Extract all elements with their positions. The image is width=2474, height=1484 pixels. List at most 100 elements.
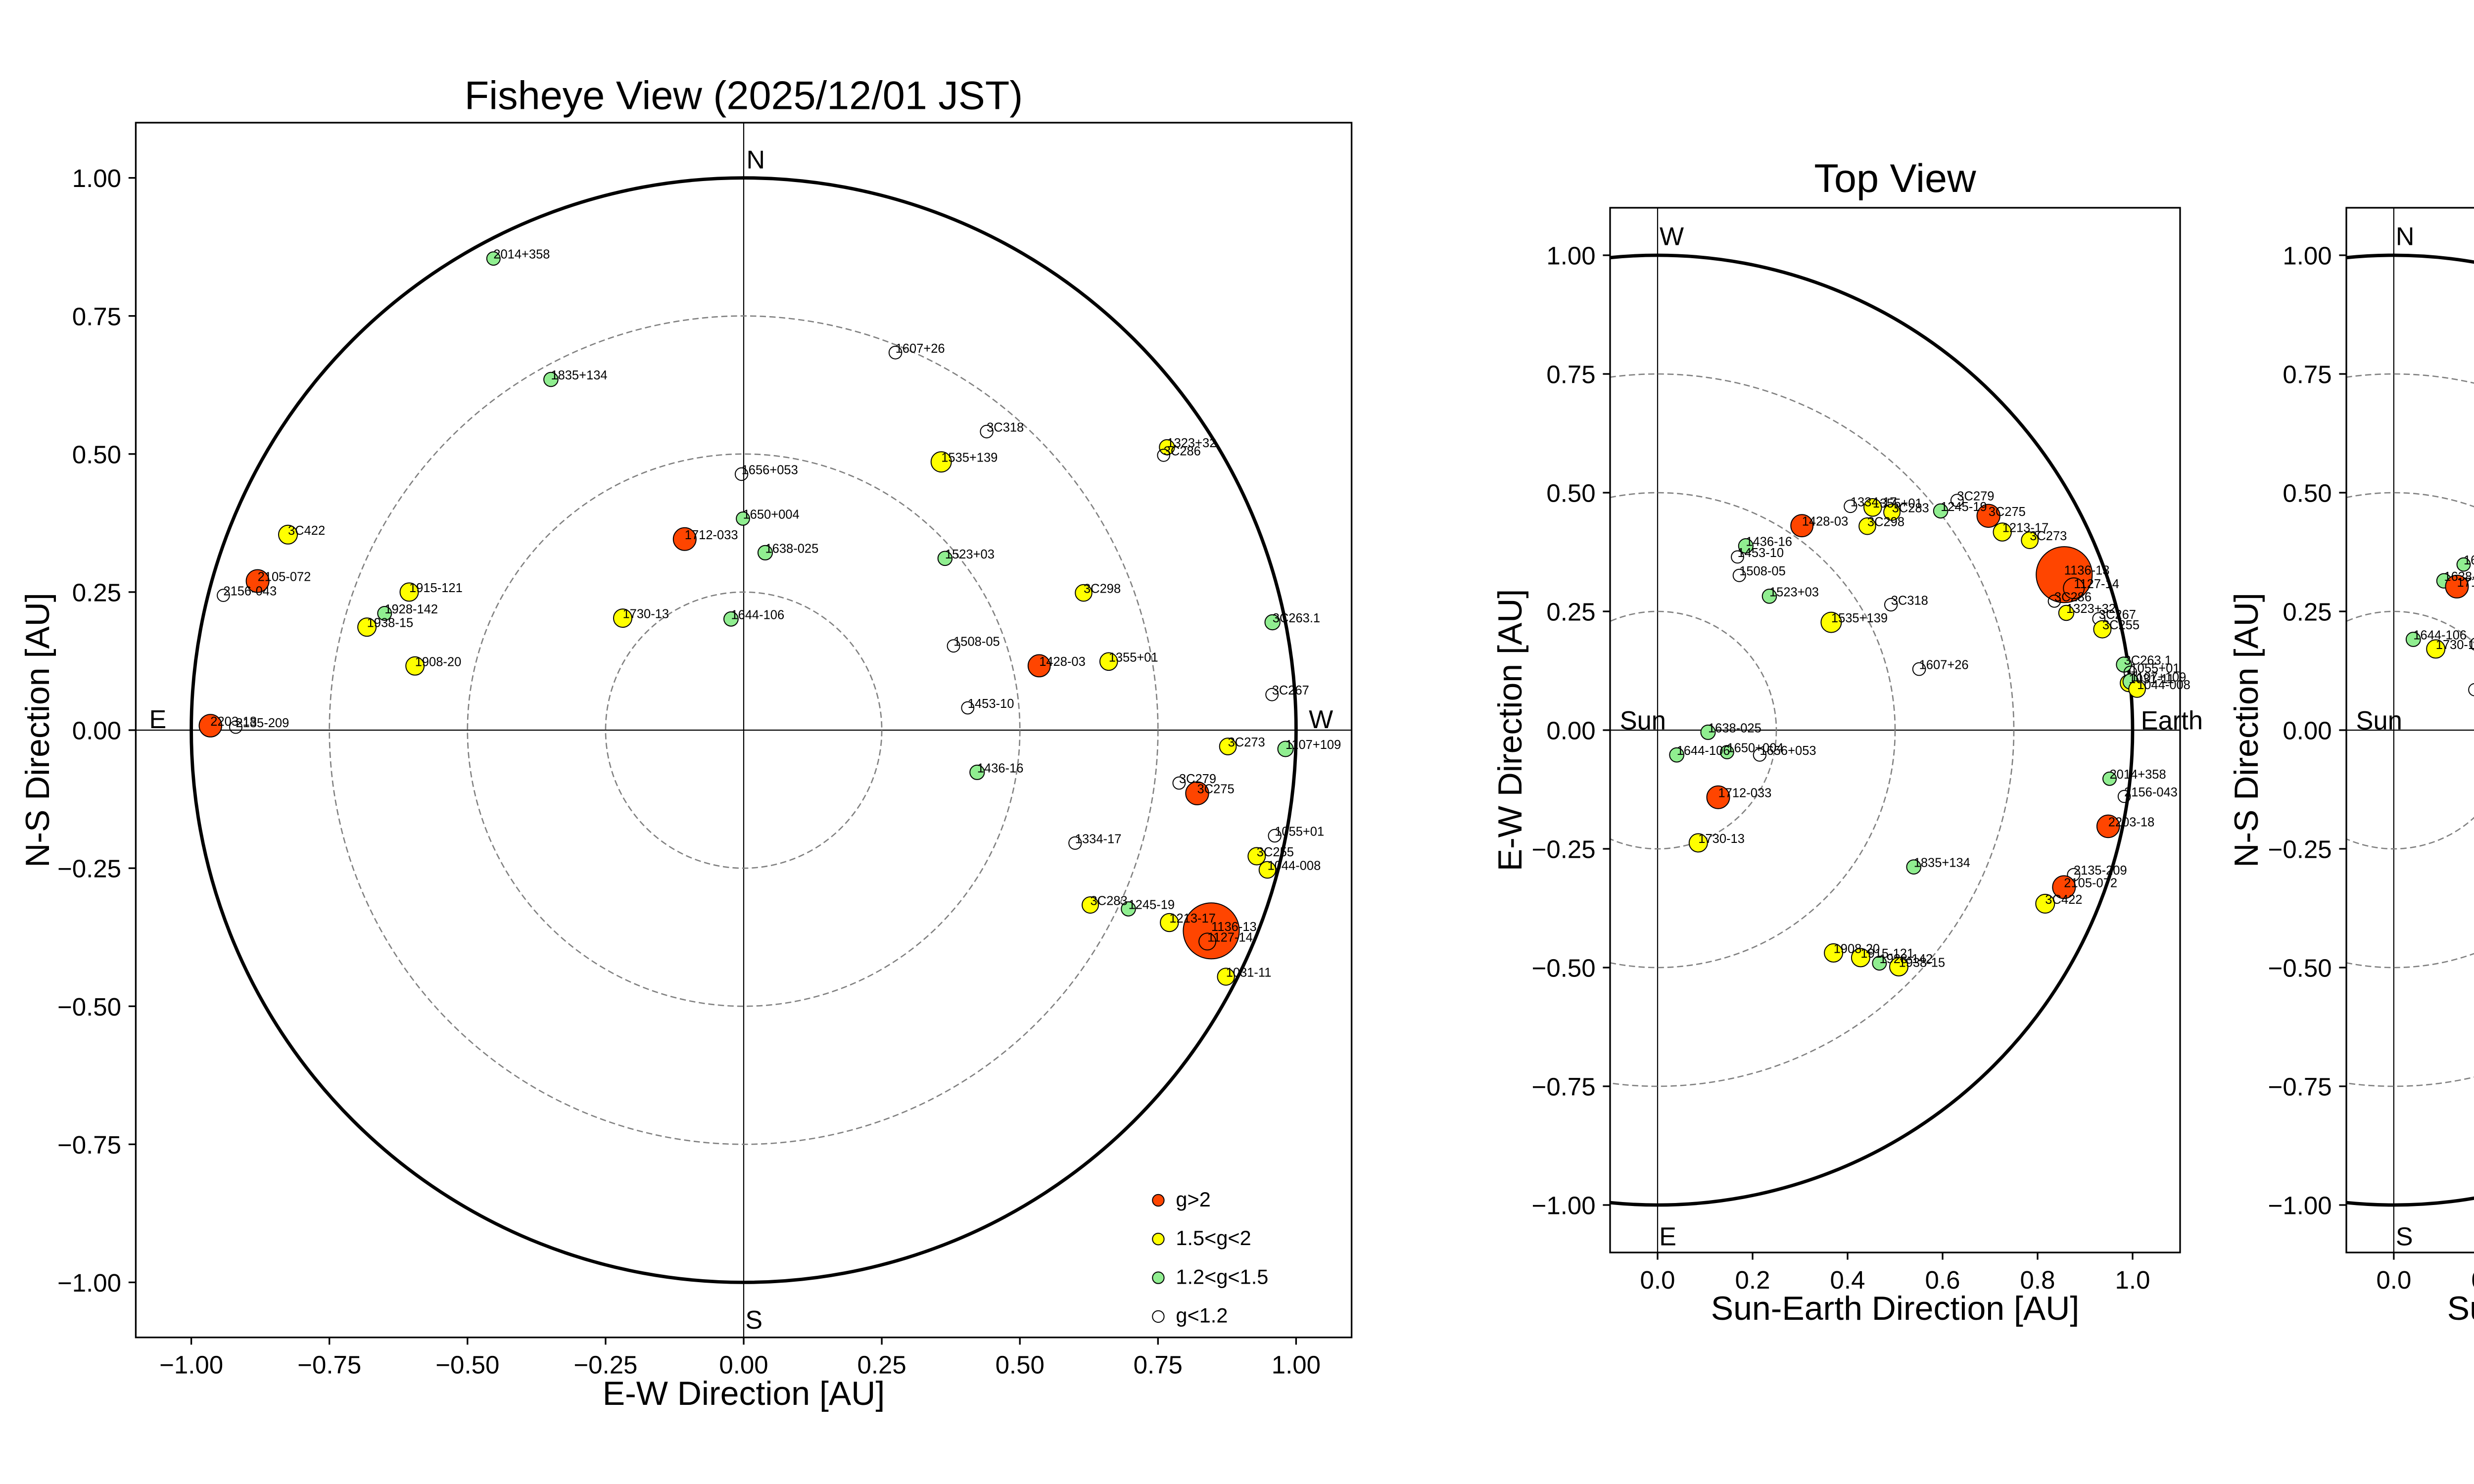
svg-text:1031-11: 1031-11 [2129, 672, 2174, 686]
svg-text:−1.00: −1.00 [2268, 1192, 2332, 1220]
svg-text:1908-20: 1908-20 [415, 655, 462, 669]
svg-text:1650+004: 1650+004 [743, 508, 800, 521]
svg-text:−0.50: −0.50 [2268, 954, 2332, 982]
svg-text:1650+004: 1650+004 [1727, 742, 1783, 755]
svg-text:S: S [2396, 1223, 2413, 1252]
svg-text:1.0: 1.0 [2115, 1266, 2150, 1294]
svg-text:0.00: 0.00 [1546, 717, 1595, 745]
svg-text:1031-11: 1031-11 [1226, 966, 1272, 979]
svg-text:1136-13: 1136-13 [1211, 920, 1257, 934]
svg-text:3C283: 3C283 [1892, 501, 1929, 515]
svg-text:1607+26: 1607+26 [1919, 658, 1969, 672]
svg-text:1245-19: 1245-19 [1941, 500, 1987, 514]
svg-text:0.25: 0.25 [2283, 598, 2331, 626]
svg-text:1638-025: 1638-025 [1708, 721, 1761, 735]
svg-text:N: N [747, 146, 765, 175]
svg-text:0.75: 0.75 [1134, 1351, 1183, 1379]
svg-text:1334-17: 1334-17 [1075, 832, 1122, 846]
svg-text:0.25: 0.25 [1546, 598, 1595, 626]
svg-text:3C255: 3C255 [2102, 618, 2140, 632]
svg-text:0.50: 0.50 [72, 440, 121, 468]
svg-text:N-S Direction [AU]: N-S Direction [AU] [2228, 593, 2265, 867]
svg-text:1928-142: 1928-142 [384, 603, 438, 616]
svg-text:Top View: Top View [1814, 156, 1976, 201]
svg-text:3C279: 3C279 [1179, 772, 1216, 786]
svg-text:1712-033: 1712-033 [685, 528, 738, 542]
svg-text:1508-05: 1508-05 [953, 635, 1000, 649]
svg-text:1127-14: 1127-14 [1207, 930, 1253, 944]
svg-text:W: W [1660, 223, 1684, 251]
svg-text:3C298: 3C298 [1084, 582, 1121, 596]
svg-text:1213-17: 1213-17 [1169, 912, 1216, 926]
svg-text:2135-209: 2135-209 [236, 716, 289, 730]
svg-text:0.2: 0.2 [2471, 1266, 2474, 1294]
svg-text:1428-03: 1428-03 [1802, 515, 1849, 529]
svg-text:0.00: 0.00 [719, 1351, 768, 1379]
svg-text:1712-033: 1712-033 [1718, 787, 1772, 800]
svg-text:Sun-Earth Direction [AU]: Sun-Earth Direction [AU] [1711, 1290, 2080, 1327]
svg-text:2156-043: 2156-043 [223, 585, 277, 599]
svg-text:E-W Direction [AU]: E-W Direction [AU] [603, 1375, 885, 1412]
svg-text:1644-106: 1644-106 [1677, 744, 1730, 758]
svg-text:1656+053: 1656+053 [1760, 744, 1816, 758]
svg-text:−0.25: −0.25 [57, 855, 121, 883]
svg-text:Sun: Sun [1620, 706, 1666, 736]
svg-text:0.2: 0.2 [1735, 1266, 1770, 1294]
svg-text:1607+26: 1607+26 [896, 342, 945, 356]
svg-text:−1.00: −1.00 [1532, 1192, 1596, 1220]
svg-text:0.50: 0.50 [996, 1351, 1045, 1379]
svg-text:−1.00: −1.00 [159, 1351, 223, 1379]
svg-text:3C263.1: 3C263.1 [1273, 611, 1320, 625]
svg-text:1136-13: 1136-13 [2064, 564, 2110, 578]
svg-text:−0.50: −0.50 [57, 993, 121, 1021]
svg-text:1644-106: 1644-106 [2413, 629, 2467, 643]
svg-text:2105-072: 2105-072 [2064, 876, 2117, 890]
svg-text:1638-025: 1638-025 [2444, 570, 2474, 584]
svg-text:−0.75: −0.75 [1532, 1073, 1596, 1101]
svg-text:N-S Direction [AU]: N-S Direction [AU] [19, 593, 56, 867]
svg-text:3C273: 3C273 [1228, 736, 1265, 749]
svg-text:1.2<g<1.5: 1.2<g<1.5 [1176, 1265, 1268, 1288]
svg-text:E-W Direction [AU]: E-W Direction [AU] [1491, 589, 1529, 872]
svg-text:2014+358: 2014+358 [493, 248, 550, 262]
svg-text:1.00: 1.00 [1546, 242, 1595, 270]
svg-text:0.50: 0.50 [2283, 479, 2331, 508]
svg-text:−0.50: −0.50 [1532, 954, 1596, 982]
svg-text:1107+109: 1107+109 [2131, 671, 2186, 685]
svg-text:3C422: 3C422 [2045, 893, 2082, 907]
svg-text:1928-142: 1928-142 [1879, 952, 1933, 966]
svg-text:3C267: 3C267 [2099, 608, 2136, 622]
svg-text:S: S [745, 1306, 762, 1335]
svg-text:1055+01: 1055+01 [2131, 661, 2180, 675]
svg-text:1355+01: 1355+01 [1109, 650, 1158, 664]
svg-text:N: N [2396, 223, 2415, 251]
svg-text:E: E [149, 705, 167, 734]
svg-text:0.8: 0.8 [2020, 1266, 2055, 1294]
svg-text:Earth: Earth [2141, 706, 2203, 736]
svg-text:−0.50: −0.50 [435, 1351, 499, 1379]
svg-text:1453-10: 1453-10 [968, 697, 1014, 711]
svg-text:1055+01: 1055+01 [1275, 825, 1324, 839]
svg-text:3C318: 3C318 [1891, 594, 1928, 607]
svg-text:0.0: 0.0 [2376, 1266, 2411, 1294]
svg-text:−0.25: −0.25 [573, 1351, 637, 1379]
svg-text:1523+03: 1523+03 [1769, 585, 1819, 599]
svg-text:1127-14: 1127-14 [2074, 577, 2119, 591]
svg-text:1644-106: 1644-106 [731, 608, 784, 622]
svg-text:3C283: 3C283 [1091, 894, 1128, 908]
svg-text:2014+358: 2014+358 [2110, 768, 2166, 782]
svg-text:2203-18: 2203-18 [210, 715, 257, 729]
svg-text:3C318: 3C318 [987, 421, 1024, 435]
svg-text:1915-121: 1915-121 [1860, 947, 1914, 961]
svg-text:g<1.2: g<1.2 [1176, 1304, 1228, 1327]
svg-text:1508-05: 1508-05 [1739, 564, 1786, 578]
svg-text:1638-025: 1638-025 [765, 542, 819, 556]
svg-text:E: E [1659, 1223, 1676, 1252]
svg-text:1334-17: 1334-17 [1851, 496, 1897, 510]
svg-text:1915-121: 1915-121 [409, 581, 463, 595]
svg-text:3C286: 3C286 [2054, 590, 2092, 604]
svg-text:2156-043: 2156-043 [2124, 786, 2178, 799]
svg-text:3C275: 3C275 [1989, 505, 2026, 519]
svg-text:1245-19: 1245-19 [1129, 898, 1175, 912]
svg-text:1.00: 1.00 [1272, 1351, 1321, 1379]
